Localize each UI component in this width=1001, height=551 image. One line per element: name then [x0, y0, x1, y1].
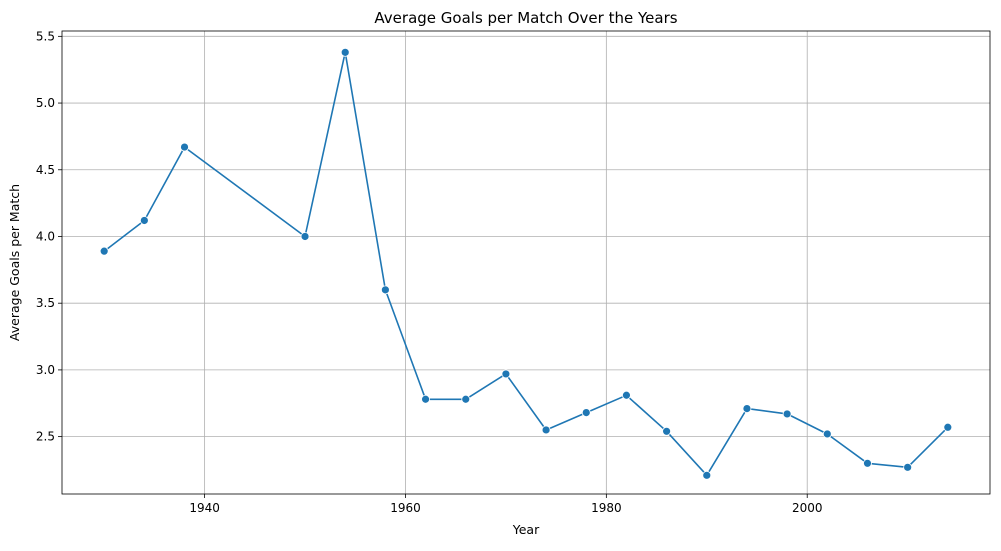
data-point: [581, 408, 591, 418]
plot-area-frame: [61, 30, 991, 495]
y-axis-label: Average Goals per Match: [7, 184, 22, 341]
data-point: [300, 232, 310, 241]
x-axis-ticks: 1940 1960 1980 2000: [189, 494, 822, 515]
data-point: [903, 462, 913, 472]
data-point: [742, 404, 752, 414]
data-point: [662, 426, 672, 436]
y-tick-label: 3.5: [36, 296, 55, 310]
x-tick-label: 1980: [591, 501, 622, 515]
x-tick-label: 1940: [189, 501, 220, 515]
x-tick-label: 1960: [390, 501, 421, 515]
data-point: [380, 285, 390, 295]
data-point: [461, 394, 471, 404]
data-point: [99, 246, 109, 256]
y-tick-label: 3.0: [36, 363, 55, 377]
x-axis-label: Year: [512, 522, 540, 537]
data-point: [180, 142, 189, 152]
data-point: [822, 429, 832, 439]
y-tick-label: 4.0: [36, 229, 55, 243]
y-axis-ticks: 2.5 3.0 3.5 4.0 4.5 5.0 5.5: [36, 29, 62, 444]
data-point: [541, 425, 551, 435]
data-point: [421, 394, 430, 404]
y-tick-label: 5.5: [36, 29, 55, 43]
data-point: [863, 458, 872, 468]
y-tick-label: 4.5: [36, 163, 55, 177]
data-point: [139, 216, 149, 225]
x-tick-label: 2000: [792, 501, 823, 515]
data-point: [622, 390, 631, 400]
data-point: [702, 470, 712, 480]
data-point: [501, 369, 511, 379]
data-point: [340, 47, 350, 57]
y-tick-label: 2.5: [36, 430, 55, 444]
grid: [62, 31, 990, 494]
series-goals-per-match: [99, 47, 953, 480]
series-line: [103, 51, 949, 477]
data-point: [782, 409, 792, 419]
data-point: [943, 422, 953, 432]
y-tick-label: 5.0: [36, 96, 55, 110]
chart-title: Average Goals per Match Over the Years: [374, 9, 677, 27]
